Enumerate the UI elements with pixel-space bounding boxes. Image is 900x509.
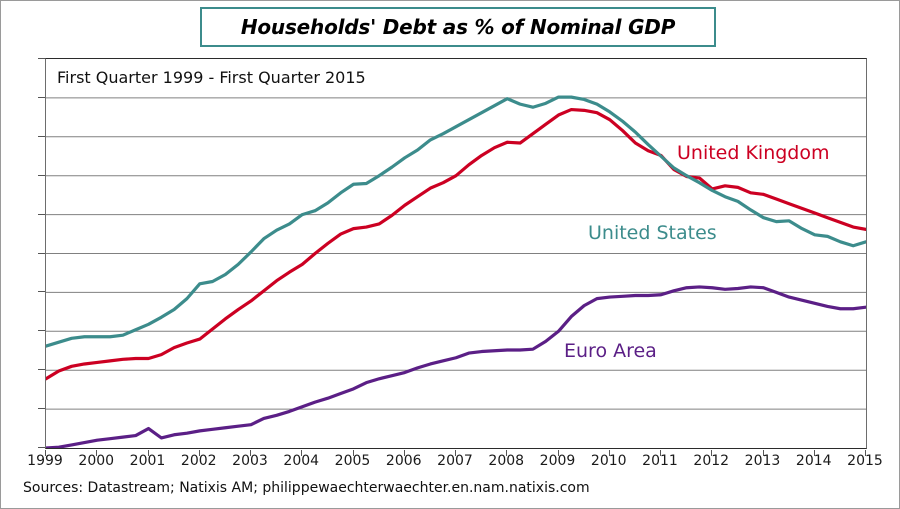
series-line-euro-area: [46, 285, 866, 448]
x-axis-tick-label: 2002: [180, 453, 217, 469]
y-axis-tick-mark: [38, 369, 45, 371]
gridlines-group: [46, 97, 866, 410]
x-axis-tick-label: 2009: [539, 453, 576, 469]
series-label-united-states: United States: [588, 222, 717, 244]
y-axis-tick-mark: [38, 58, 45, 59]
y-axis-tick-mark: [38, 213, 45, 215]
x-axis-tick-mark: [813, 450, 815, 456]
x-axis-tick-mark: [198, 450, 200, 456]
x-axis-tick-label: 2008: [488, 453, 525, 469]
x-axis-tick-mark: [96, 450, 98, 456]
y-axis-tick-mark: [38, 408, 45, 410]
x-axis-tick-label: 1999: [27, 453, 63, 469]
x-axis-tick-mark: [403, 450, 405, 456]
x-axis-tick-mark: [352, 450, 354, 456]
x-axis-tick-mark: [45, 450, 46, 456]
y-axis-tick-mark: [38, 291, 45, 293]
x-axis-tick-mark: [608, 450, 610, 456]
x-axis-tick-mark: [301, 450, 303, 456]
source-note: Sources: Datastream; Natixis AM; philipp…: [23, 480, 590, 496]
x-axis-tick-label: 2005: [334, 453, 371, 469]
x-axis-tick-label: 2011: [642, 453, 678, 469]
y-axis-tick-mark: [38, 174, 45, 176]
x-axis-tick-label: 2000: [78, 453, 115, 469]
page-title: Households' Debt as % of Nominal GDP: [240, 15, 676, 39]
x-axis-tick-mark: [557, 450, 559, 456]
x-axis-tick-mark: [711, 450, 713, 456]
series-line-united-kingdom: [46, 107, 866, 381]
x-axis-tick-mark: [250, 450, 251, 456]
x-axis-tick-mark: [506, 450, 508, 456]
x-axis-tick-label: 2004: [283, 453, 320, 469]
x-axis-tick-mark: [762, 450, 764, 456]
x-axis-tick-label: 2012: [693, 453, 730, 469]
x-axis-tick-label: 2006: [385, 453, 422, 469]
series-lines-group: [46, 95, 866, 448]
x-axis-tick-mark: [455, 450, 456, 456]
x-axis-tick-label: 2007: [437, 453, 473, 469]
y-axis-tick-mark: [38, 330, 45, 332]
plot-area: [45, 58, 867, 449]
chart-title-box: Households' Debt as % of Nominal GDP: [200, 7, 716, 47]
series-label-united-kingdom: United Kingdom: [677, 142, 830, 164]
x-axis-tick-mark: [660, 450, 661, 456]
x-axis-tick-label: 2014: [795, 453, 832, 469]
x-axis-tick-label: 2001: [129, 453, 166, 469]
x-axis-tick-mark: [147, 450, 149, 456]
series-line-united-states: [46, 95, 866, 348]
x-axis-tick-label: 2015: [847, 453, 883, 469]
x-axis-tick-mark: [865, 450, 866, 456]
x-axis-tick-label: 2013: [744, 453, 781, 469]
y-axis-tick-mark: [38, 96, 45, 98]
plot-inner: [46, 59, 866, 448]
chart-subtitle: First Quarter 1999 - First Quarter 2015: [57, 68, 366, 87]
x-axis-tick-label: 2003: [232, 453, 268, 469]
y-axis-tick-mark: [38, 135, 45, 137]
y-axis-tick-mark: [38, 447, 45, 448]
series-label-euro-area: Euro Area: [564, 340, 657, 362]
x-axis-tick-label: 2010: [590, 453, 627, 469]
y-axis-tick-mark: [38, 252, 45, 254]
